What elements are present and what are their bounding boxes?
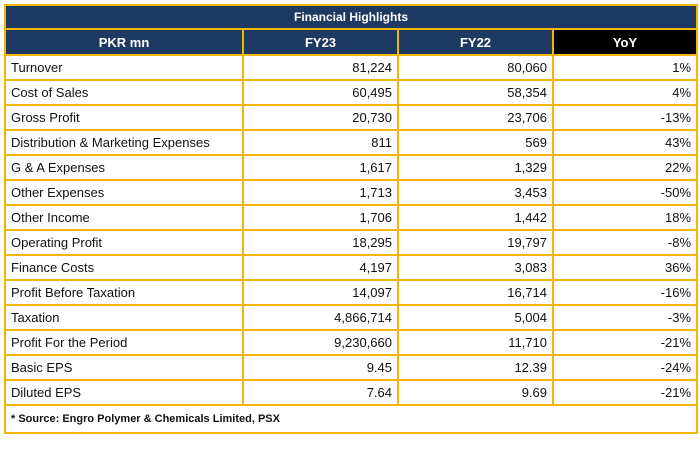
table-row: Cost of Sales 60,495 58,354 4% <box>4 79 699 106</box>
row-fy23-value: 18,295 <box>242 229 399 256</box>
table-row: Profit Before Taxation 14,097 16,714 -16% <box>4 279 699 306</box>
row-fy23-value: 1,617 <box>242 154 399 181</box>
header-fy23: FY23 <box>242 28 399 56</box>
table-row: Gross Profit 20,730 23,706 -13% <box>4 104 699 131</box>
row-label: Turnover <box>4 54 244 81</box>
row-fy22-value: 12.39 <box>397 354 554 381</box>
row-fy22-value: 19,797 <box>397 229 554 256</box>
row-yoy-value: -21% <box>551 379 699 406</box>
table-row: Other Expenses 1,713 3,453 -50% <box>4 179 699 206</box>
row-fy22-value: 5,004 <box>397 304 554 331</box>
row-yoy-value: -3% <box>551 304 699 331</box>
row-fy22-value: 9.69 <box>397 379 554 406</box>
table-row: Diluted EPS 7.64 9.69 -21% <box>4 379 699 406</box>
row-yoy-value: 22% <box>551 154 699 181</box>
row-label: Taxation <box>4 304 244 331</box>
row-label: G & A Expenses <box>4 154 244 181</box>
row-yoy-value: 43% <box>551 129 699 156</box>
table-row: Finance Costs 4,197 3,083 36% <box>4 254 699 281</box>
table-header-row: PKR mn FY23 FY22 YoY <box>4 28 699 56</box>
row-fy22-value: 3,453 <box>397 179 554 206</box>
table-row: Operating Profit 18,295 19,797 -8% <box>4 229 699 256</box>
row-fy22-value: 1,329 <box>397 154 554 181</box>
row-yoy-value: 1% <box>551 54 699 81</box>
row-label: Cost of Sales <box>4 79 244 106</box>
row-label: Distribution & Marketing Expenses <box>4 129 244 156</box>
row-yoy-value: -13% <box>551 104 699 131</box>
row-fy22-value: 58,354 <box>397 79 554 106</box>
table-row: Basic EPS 9.45 12.39 -24% <box>4 354 699 381</box>
source-row: * Source: Engro Polymer & Chemicals Limi… <box>3 404 699 434</box>
row-fy23-value: 60,495 <box>242 79 399 106</box>
row-fy23-value: 9.45 <box>242 354 399 381</box>
row-label: Profit Before Taxation <box>4 279 244 306</box>
row-fy22-value: 23,706 <box>397 104 554 131</box>
table-row: Other Income 1,706 1,442 18% <box>4 204 699 231</box>
table-row: Turnover 81,224 80,060 1% <box>4 54 699 81</box>
row-fy23-value: 7.64 <box>242 379 399 406</box>
row-label: Operating Profit <box>4 229 244 256</box>
row-fy23-value: 1,713 <box>242 179 399 206</box>
row-fy23-value: 1,706 <box>242 204 399 231</box>
row-fy22-value: 1,442 <box>397 204 554 231</box>
row-fy23-value: 81,224 <box>242 54 399 81</box>
row-fy22-value: 80,060 <box>397 54 554 81</box>
header-yoy: YoY <box>551 28 699 56</box>
source-note: * Source: Engro Polymer & Chemicals Limi… <box>3 404 699 434</box>
row-fy22-value: 11,710 <box>397 329 554 356</box>
table-row: Taxation 4,866,714 5,004 -3% <box>4 304 699 331</box>
row-fy23-value: 4,866,714 <box>242 304 399 331</box>
row-yoy-value: -16% <box>551 279 699 306</box>
row-label: Diluted EPS <box>4 379 244 406</box>
row-fy23-value: 14,097 <box>242 279 399 306</box>
row-yoy-value: 4% <box>551 79 699 106</box>
row-yoy-value: -21% <box>551 329 699 356</box>
row-yoy-value: 18% <box>551 204 699 231</box>
table-title: Financial Highlights <box>3 4 699 30</box>
table-title-row: Financial Highlights <box>3 4 699 30</box>
row-label: Basic EPS <box>4 354 244 381</box>
row-label: Gross Profit <box>4 104 244 131</box>
row-fy22-value: 3,083 <box>397 254 554 281</box>
table-row: Distribution & Marketing Expenses 811 569 4… <box>4 129 699 156</box>
financial-highlights-table: Financial Highlights PKR mn FY23 FY22 Yo… <box>3 4 699 434</box>
table-row: Profit For the Period 9,230,660 11,710 -21% <box>4 329 699 356</box>
row-fy23-value: 811 <box>242 129 399 156</box>
row-label: Profit For the Period <box>4 329 244 356</box>
row-yoy-value: -50% <box>551 179 699 206</box>
row-yoy-value: -8% <box>551 229 699 256</box>
row-fy23-value: 20,730 <box>242 104 399 131</box>
table-row: G & A Expenses 1,617 1,329 22% <box>4 154 699 181</box>
row-label: Finance Costs <box>4 254 244 281</box>
row-fy22-value: 569 <box>397 129 554 156</box>
row-fy22-value: 16,714 <box>397 279 554 306</box>
row-yoy-value: -24% <box>551 354 699 381</box>
header-fy22: FY22 <box>397 28 554 56</box>
header-pkr-mn: PKR mn <box>4 28 244 56</box>
row-fy23-value: 4,197 <box>242 254 399 281</box>
row-label: Other Expenses <box>4 179 244 206</box>
row-yoy-value: 36% <box>551 254 699 281</box>
row-fy23-value: 9,230,660 <box>242 329 399 356</box>
row-label: Other Income <box>4 204 244 231</box>
